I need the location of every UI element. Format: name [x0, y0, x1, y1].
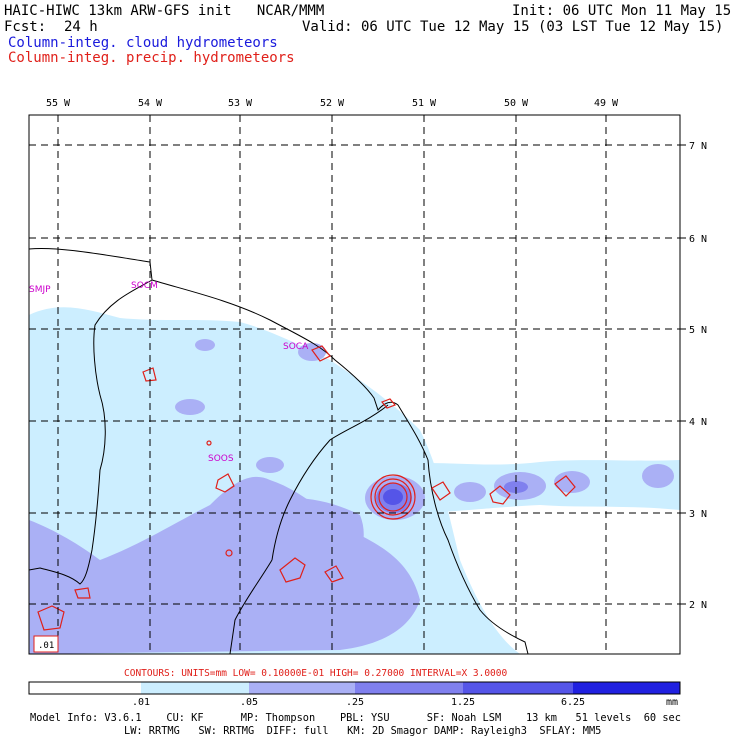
fcst-value: 24 h	[64, 19, 98, 35]
colorbar-tick: 1.25	[451, 697, 475, 708]
station-label: SOOS	[208, 454, 234, 464]
lon-label: 55 W	[46, 98, 71, 109]
lat-label: 6 N	[689, 234, 707, 245]
lon-label: 49 W	[594, 98, 619, 109]
colorbar-swatch	[249, 682, 355, 694]
lon-label: 52 W	[320, 98, 345, 109]
model-info-line-1: Model Info: V3.6.1 CU: KF MP: Thompson P…	[30, 712, 681, 724]
lat-label: 7 N	[689, 141, 707, 152]
cloud-hydrometeor-field	[29, 307, 680, 654]
contour-min-box	[33, 635, 59, 653]
colorbar-tick: .25	[346, 697, 364, 708]
colorbar-tick: .01	[132, 697, 150, 708]
valid-time: Valid: 06 UTC Tue 12 May 15 (03 LST Tue …	[302, 19, 724, 35]
model-title: HAIC-HIWC 13km ARW-GFS init NCAR/MMM	[4, 3, 325, 19]
lon-label: 51 W	[412, 98, 437, 109]
model-info-line-2: LW: RRTMG SW: RRTMG DIFF: full KM: 2D Sm…	[124, 725, 602, 737]
colorbar-swatch	[573, 682, 680, 694]
lon-label: 50 W	[504, 98, 529, 109]
contour-min-label: .01	[38, 641, 54, 651]
station-label: SOCM	[131, 281, 158, 291]
colorbar-units: mm	[666, 697, 678, 708]
precip-hydrometeor-contours	[37, 345, 576, 631]
colorbar-swatch	[463, 682, 573, 694]
contour-info: CONTOURS: UNITS=mm LOW= 0.10000E-01 HIGH…	[124, 668, 507, 679]
precip-hydrometeor-legend: Column-integ. precip. hydrometeors	[8, 50, 295, 66]
lat-label: 3 N	[689, 509, 707, 520]
lat-label: 5 N	[689, 325, 707, 336]
cloud-hydrometeor-legend: Column-integ. cloud hydrometeors	[8, 35, 278, 51]
colorbar-tick: 6.25	[561, 697, 585, 708]
station-label: SMJP	[29, 285, 51, 295]
colorbar-swatch	[29, 682, 141, 694]
lat-label: 2 N	[689, 600, 707, 611]
lat-lon-grid	[29, 115, 680, 654]
lon-label: 53 W	[228, 98, 253, 109]
colorbar-swatch	[141, 682, 249, 694]
lon-label: 54 W	[138, 98, 163, 109]
colorbar: .01 .05 .25 1.25 6.25 mm	[28, 681, 681, 708]
map-frame	[28, 114, 681, 655]
fcst-label: Fcst:	[4, 19, 47, 35]
colorbar-tick: .05	[240, 697, 258, 708]
init-time: Init: 06 UTC Mon 11 May 15	[512, 3, 732, 19]
station-label: SOCA	[283, 342, 309, 352]
colorbar-swatch	[355, 682, 463, 694]
lat-label: 4 N	[689, 417, 707, 428]
